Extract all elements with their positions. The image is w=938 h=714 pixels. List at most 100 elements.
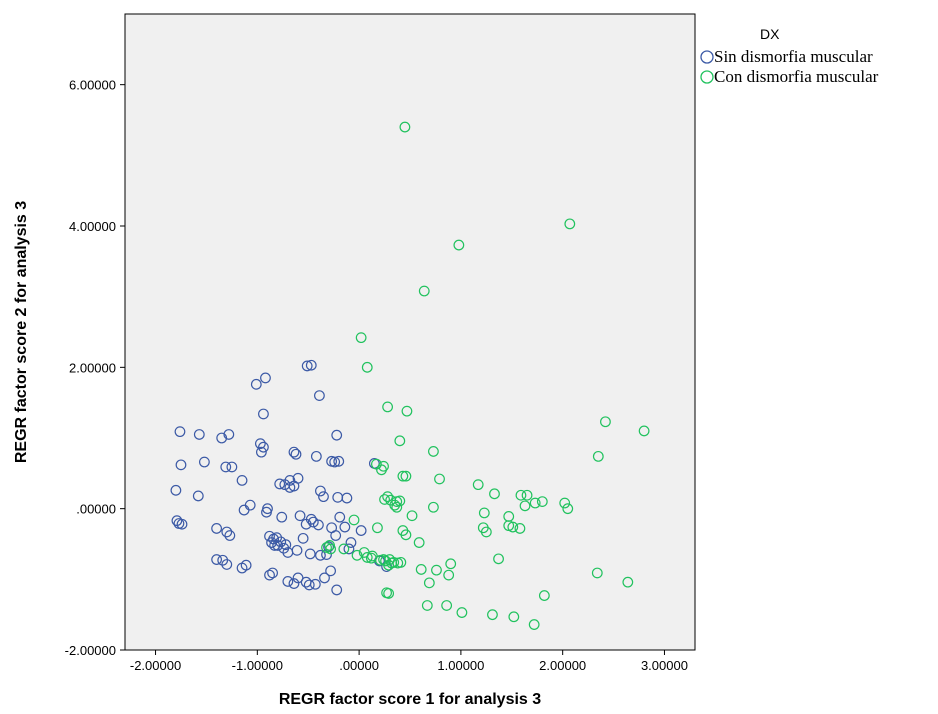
point-sin-dismorfia (267, 567, 278, 579)
point-con-dismorfia (376, 464, 387, 476)
point-sin-dismorfia (170, 484, 182, 496)
point-con-dismorfia (413, 537, 425, 548)
point-sin-dismorfia (250, 378, 262, 390)
point-con-dismorfia (478, 507, 490, 519)
point-sin-dismorfia (307, 516, 319, 528)
point-con-dismorfia (559, 497, 571, 509)
x-tick-label: .00000 (339, 658, 379, 673)
point-con-dismorfia (431, 564, 442, 576)
point-sin-dismorfia (260, 372, 271, 384)
plot-area (124, 13, 696, 651)
point-sin-dismorfia (176, 518, 188, 530)
point-sin-dismorfia (305, 359, 317, 371)
point-con-dismorfia (529, 497, 541, 509)
point-sin-dismorfia (255, 446, 267, 458)
point-con-dismorfia (538, 590, 550, 601)
point-con-dismorfia (521, 489, 533, 501)
x-tick-label: -2.00000 (130, 658, 181, 673)
legend-marker-con (700, 70, 714, 84)
y-axis: -2.00000 .00000 2.00000 4.00000 6.00000 (65, 78, 125, 658)
point-sin-dismorfia (341, 492, 353, 504)
point-con-dismorfia (382, 491, 394, 503)
point-con-dismorfia (394, 435, 406, 447)
point-sin-dismorfia (315, 485, 326, 497)
point-con-dismorfia (480, 526, 492, 538)
point-con-dismorfia (564, 218, 576, 230)
x-tick-label: -1.00000 (232, 658, 283, 673)
point-con-dismorfia (536, 496, 548, 508)
point-sin-dismorfia (282, 576, 294, 587)
point-con-dismorfia (383, 559, 395, 571)
point-sin-dismorfia (303, 579, 315, 591)
point-sin-dismorfia (275, 536, 287, 548)
point-sin-dismorfia (272, 540, 284, 551)
legend: DX Sin dismorfia muscular Con dismorfia … (700, 26, 879, 86)
point-sin-dismorfia (262, 503, 273, 515)
point-con-dismorfia (428, 446, 439, 457)
point-con-dismorfia (351, 549, 363, 561)
point-sin-dismorfia (294, 510, 306, 522)
point-sin-dismorfia (221, 526, 233, 538)
point-sin-dismorfia (226, 461, 238, 473)
point-sin-dismorfia (312, 519, 324, 531)
point-con-dismorfia (389, 499, 401, 511)
point-con-dismorfia (622, 576, 634, 588)
point-sin-dismorfia (290, 448, 302, 460)
point-sin-dismorfia (309, 578, 321, 590)
point-con-dismorfia (400, 470, 412, 482)
point-sin-dismorfia (258, 408, 269, 420)
point-con-dismorfia (379, 494, 390, 505)
point-con-dismorfia (515, 489, 527, 501)
legend-entry-con: Con dismorfia muscular (714, 67, 879, 86)
point-sin-dismorfia (330, 530, 342, 541)
point-sin-dismorfia (291, 544, 303, 556)
x-axis: -2.00000 -1.00000 .00000 1.00000 2.00000 3.00… (130, 650, 688, 673)
point-sin-dismorfia (304, 548, 316, 560)
point-con-dismorfia (508, 611, 520, 623)
legend-marker-sin (700, 50, 714, 64)
point-sin-dismorfia (329, 456, 341, 468)
point-sin-dismorfia (288, 446, 300, 458)
point-con-dismorfia (445, 558, 457, 570)
point-con-dismorfia (638, 425, 650, 437)
legend-title: DX (760, 26, 780, 42)
point-sin-dismorfia (216, 432, 228, 444)
point-sin-dismorfia (315, 549, 326, 561)
point-sin-dismorfia (174, 426, 186, 438)
point-sin-dismorfia (331, 584, 343, 596)
point-sin-dismorfia (339, 521, 351, 533)
point-con-dismorfia (456, 607, 468, 618)
point-sin-dismorfia (211, 554, 223, 565)
point-sin-dismorfia (221, 559, 233, 570)
point-con-dismorfia (348, 514, 360, 526)
x-tick-label: 3.00000 (641, 658, 688, 673)
point-con-dismorfia (325, 543, 337, 555)
point-sin-dismorfia (193, 429, 205, 440)
point-sin-dismorfia (331, 429, 343, 441)
point-sin-dismorfia (334, 511, 346, 523)
y-tick-label: -2.00000 (65, 643, 116, 658)
x-axis-title: REGR factor score 1 for analysis 3 (279, 691, 541, 708)
point-sin-dismorfia (274, 478, 286, 490)
point-con-dismorfia (600, 416, 611, 428)
point-con-dismorfia (421, 600, 433, 611)
point-sin-dismorfia (288, 578, 300, 589)
point-con-dismorfia (507, 521, 519, 533)
point-con-dismorfia (423, 577, 435, 589)
point-sin-dismorfia (305, 513, 317, 525)
point-sin-dismorfia (276, 511, 288, 523)
point-con-dismorfia (489, 488, 500, 500)
point-sin-dismorfia (343, 543, 355, 555)
point-con-dismorfia (487, 609, 498, 621)
point-sin-dismorfia (297, 532, 309, 544)
point-con-dismorfia (400, 529, 412, 541)
point-sin-dismorfia (325, 565, 337, 577)
point-con-dismorfia (397, 470, 409, 482)
point-con-dismorfia (519, 500, 531, 512)
point-con-dismorfia (361, 552, 373, 563)
point-sin-dismorfia (284, 475, 296, 486)
point-sin-dismorfia (345, 537, 357, 548)
point-con-dismorfia (361, 361, 373, 373)
point-con-dismorfia (388, 556, 400, 568)
